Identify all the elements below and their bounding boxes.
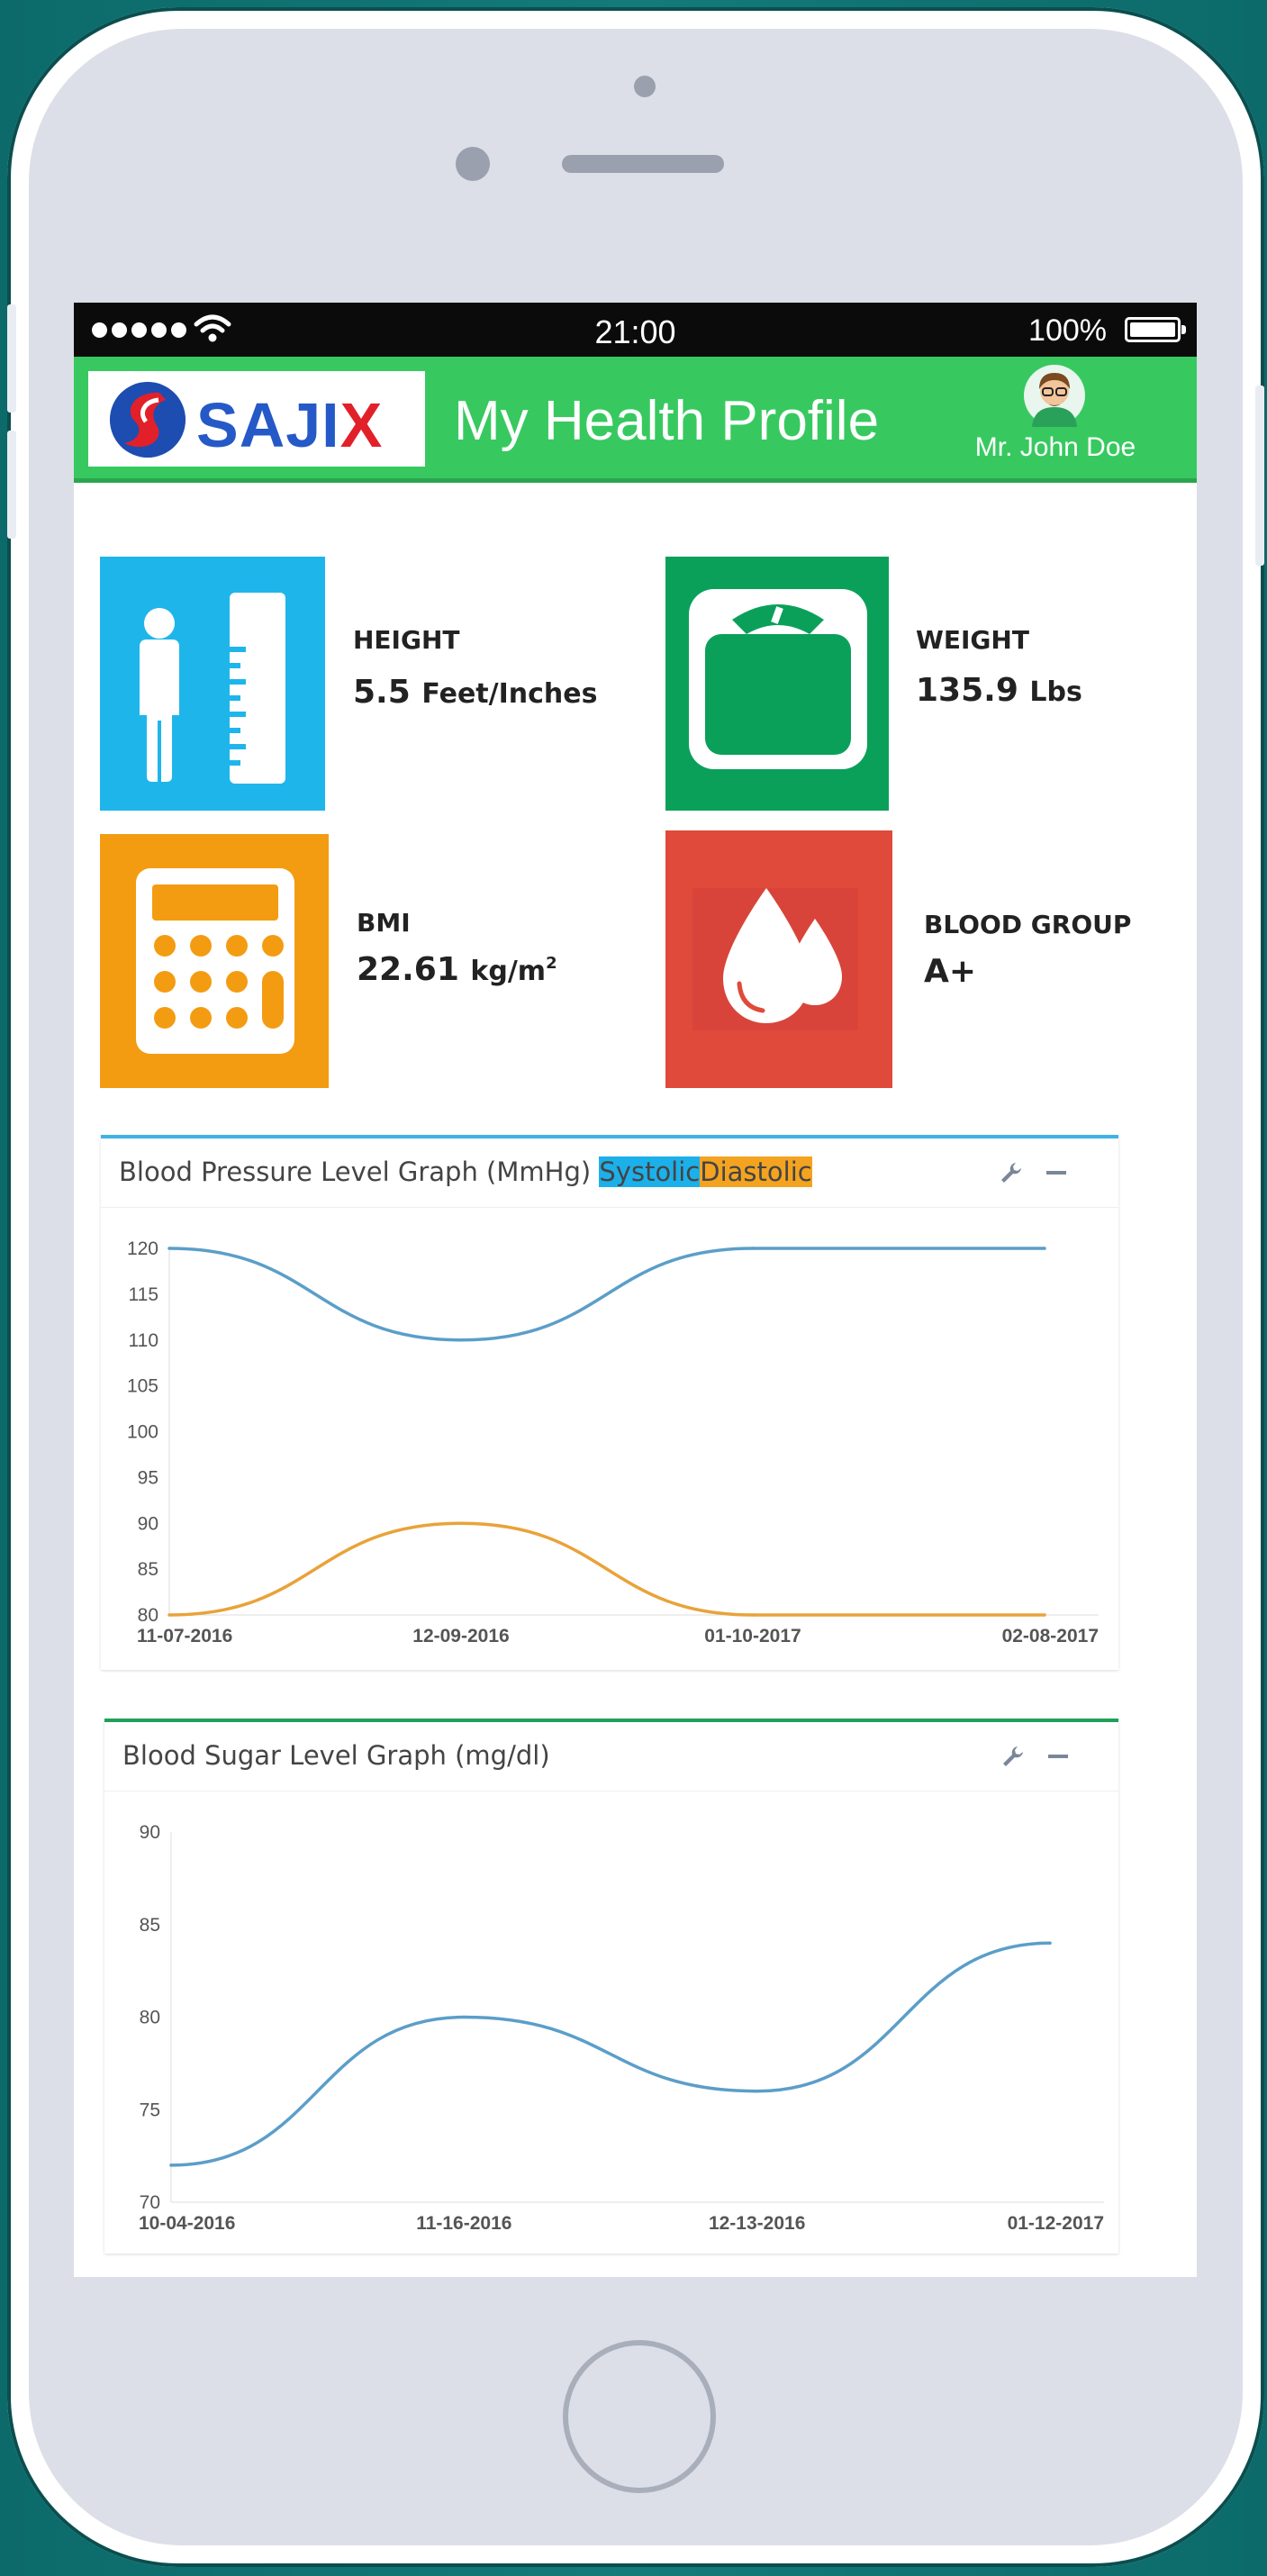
bp-panel-title: Blood Pressure Level Graph (MmHg) Systol… [119,1156,812,1187]
blood-group-value: A+ [924,953,977,990]
calculator-icon [136,868,294,1054]
y-tick-label: 80 [138,1605,158,1626]
series-line-0 [168,1247,1045,1342]
wifi-icon [194,314,231,342]
app-header: SAJIX My Health Profile Mr. John Doe [74,357,1197,483]
weight-tile[interactable] [665,557,889,811]
x-tick-label: 01-10-2017 [704,1626,801,1646]
battery-percent: 100% [1028,313,1107,348]
page-title: My Health Profile [454,390,880,452]
blood-pressure-panel: Blood Pressure Level Graph (MmHg) Systol… [101,1135,1118,1670]
sugar-panel-header: Blood Sugar Level Graph (mg/dl) [104,1722,1118,1791]
blood-group-tile[interactable] [665,830,892,1088]
y-tick-label: 70 [140,2192,160,2213]
data-point [462,2015,466,2019]
legend-systolic: Systolic [599,1156,701,1187]
series-line-0 [170,1941,1051,2167]
x-tick-label: 11-16-2016 [416,2213,511,2234]
avatar[interactable] [1023,364,1086,427]
data-point [167,1613,171,1617]
signal-icon [92,322,191,342]
height-tile[interactable] [100,557,325,811]
height-ruler-icon [140,593,285,784]
data-point [1043,1247,1046,1250]
x-tick-label: 12-09-2016 [412,1626,509,1646]
blood-sugar-panel: Blood Sugar Level Graph (mg/dl) 90 85 80 75… [104,1719,1118,2254]
height-label: HEIGHT [353,625,460,655]
blood-drops-icon [692,888,858,1030]
legend-diastolic: Diastolic [700,1156,812,1187]
x-tick-label: 11-07-2016 [137,1626,232,1646]
bp-panel-header: Blood Pressure Level Graph (MmHg) Systol… [101,1138,1118,1208]
height-unit: Feet/Inches [421,678,598,710]
y-tick-label: 80 [140,2008,160,2028]
data-point [1043,1613,1046,1617]
bmi-tile[interactable] [100,834,329,1088]
bmi-number: 22.61 [357,951,459,988]
x-tick-label: 10-04-2016 [139,2213,235,2234]
battery-icon [1125,317,1186,342]
weight-unit: Lbs [1029,676,1082,708]
y-tick-label: 110 [129,1330,158,1351]
front-sensor [634,76,656,97]
bmi-unit-superscript: 2 [546,954,557,973]
volume-up-button [7,304,16,413]
minimize-icon[interactable] [1046,1171,1066,1175]
status-bar: 21:00 100% [74,303,1197,357]
height-value: 5.5 Feet/Inches [353,674,597,711]
power-button [1255,385,1264,566]
y-tick-label: 90 [138,1513,158,1534]
y-tick-label: 95 [138,1467,158,1488]
wrench-icon[interactable] [1000,1744,1025,1769]
data-point [1048,1941,1052,1946]
y-tick-label: 100 [127,1422,158,1443]
data-point [169,2163,173,2167]
bp-title-text: Blood Pressure Level Graph (MmHg) [119,1156,592,1187]
logo-wordmark: SAJIX [196,390,384,460]
y-tick-label: 85 [138,1559,158,1580]
series-line-1 [168,1521,1045,1617]
app-screen: 21:00 100% SAJIX My Health Profile M [74,303,1197,2277]
data-point [751,1247,755,1250]
y-tick-label: 90 [140,1822,160,1843]
y-tick-label: 115 [129,1284,158,1305]
bmi-value: 22.61 kg/m2 [357,951,557,988]
data-point [167,1247,171,1250]
bmi-label: BMI [357,908,411,938]
volume-down-button [7,431,16,539]
data-point [459,1521,463,1526]
height-number: 5.5 [353,674,411,711]
y-tick-label: 75 [140,2100,160,2120]
y-tick-label: 85 [140,1915,160,1936]
status-time: 21:00 [594,313,676,350]
x-tick-label: 02-08-2017 [1002,1626,1099,1646]
wrench-icon[interactable] [998,1160,1023,1185]
logo-mark-icon [110,382,186,458]
earpiece-speaker [562,155,724,173]
data-point [751,1613,755,1617]
front-camera [456,147,490,181]
x-tick-label: 01-12-2017 [1008,2213,1104,2234]
weight-label: WEIGHT [916,625,1029,655]
scale-icon [689,589,867,769]
minimize-icon[interactable] [1048,1755,1068,1758]
weight-value: 135.9 Lbs [916,672,1082,709]
data-point [755,2089,759,2093]
home-button[interactable] [563,2340,716,2493]
weight-number: 135.9 [916,672,1018,709]
x-tick-label: 12-13-2016 [709,2213,805,2234]
sugar-panel-title: Blood Sugar Level Graph (mg/dl) [122,1740,550,1771]
blood-group-label: BLOOD GROUP [924,910,1132,939]
data-point [459,1338,463,1342]
app-logo[interactable]: SAJIX [88,371,425,467]
y-tick-label: 120 [127,1238,158,1259]
bmi-unit: kg/m [470,956,547,987]
y-tick-label: 105 [127,1376,158,1397]
user-name[interactable]: Mr. John Doe [974,432,1136,462]
